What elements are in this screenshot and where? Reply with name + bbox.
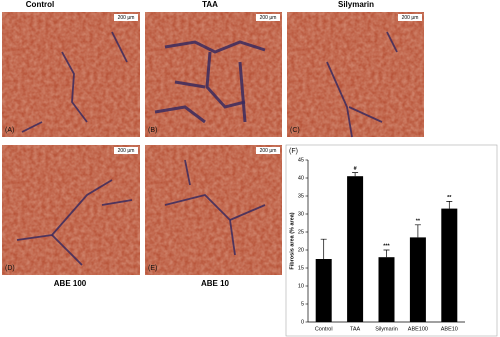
significance-label: ** bbox=[447, 195, 452, 201]
fibrosis-streak bbox=[16, 179, 113, 241]
panel-title: Silymarin bbox=[338, 0, 374, 9]
y-tick-label: 20 bbox=[298, 247, 304, 253]
scale-box bbox=[114, 147, 138, 154]
significance-label: ** bbox=[416, 218, 421, 224]
micrograph: 200 μm (E) bbox=[145, 145, 282, 275]
y-tick-label: 35 bbox=[298, 193, 304, 199]
fibrosis-streak bbox=[386, 31, 398, 53]
fibrosis-streak bbox=[174, 80, 206, 89]
error-bar bbox=[352, 172, 359, 177]
panel-label: (C) bbox=[290, 127, 300, 134]
fibrosis-streak bbox=[164, 194, 236, 256]
tissue-texture bbox=[2, 12, 140, 137]
panel-title: ABE 10 bbox=[201, 279, 230, 288]
x-tick-label: Control bbox=[315, 326, 333, 332]
panel-label: (A) bbox=[5, 127, 14, 134]
scale-box bbox=[398, 14, 422, 21]
scale-box bbox=[114, 14, 138, 21]
significance-label: # bbox=[354, 166, 357, 172]
fibrosis-streak bbox=[164, 40, 266, 54]
scale-box bbox=[256, 14, 280, 21]
error-bar bbox=[414, 224, 421, 238]
scale-bar-label: 200 μm bbox=[118, 15, 135, 21]
micrograph: 200 μm (C) bbox=[287, 12, 424, 138]
micrograph: 200 μm (A) bbox=[2, 12, 140, 137]
error-bar bbox=[446, 201, 453, 209]
y-tick-label: 15 bbox=[298, 265, 304, 271]
fibrosis-streak bbox=[111, 31, 128, 63]
tissue-texture bbox=[287, 12, 424, 137]
scale-box bbox=[256, 147, 280, 154]
fibrosis-streak bbox=[61, 51, 88, 123]
panel-title: TAA bbox=[202, 0, 218, 9]
tissue-texture bbox=[2, 145, 140, 275]
panel-title: ABE 100 bbox=[54, 279, 87, 288]
scale-bar-label: 200 μm bbox=[402, 15, 419, 21]
fibrosis-streak bbox=[101, 199, 133, 206]
tissue-texture bbox=[145, 12, 282, 137]
y-tick-label: 40 bbox=[298, 175, 304, 181]
fibrosis-streak bbox=[229, 204, 266, 221]
fibrosis-streak bbox=[21, 121, 43, 133]
error-bar bbox=[320, 238, 327, 259]
fibrosis-streak bbox=[238, 61, 247, 123]
micrograph: 200 μm (B) bbox=[145, 12, 282, 137]
fibrosis-streak bbox=[348, 106, 383, 123]
bar bbox=[315, 259, 332, 322]
fibrosis-streak bbox=[154, 105, 206, 124]
y-tick-label: 25 bbox=[298, 229, 304, 235]
panel-title: Control bbox=[26, 0, 54, 9]
panel-label: (D) bbox=[5, 265, 15, 272]
panel-label: (F) bbox=[289, 148, 298, 155]
x-tick-label: Silymarin bbox=[375, 326, 398, 332]
fibrosis-streak bbox=[51, 234, 83, 266]
panel-label: (B) bbox=[148, 127, 157, 134]
scale-bar-label: 200 μm bbox=[118, 148, 135, 154]
y-tick-label: 30 bbox=[298, 211, 304, 217]
tissue-texture bbox=[145, 145, 282, 275]
bar bbox=[347, 176, 364, 322]
significance-label: *** bbox=[383, 243, 390, 249]
fibrosis-streak bbox=[184, 159, 191, 186]
fibrosis-streak bbox=[205, 51, 246, 109]
bar bbox=[378, 257, 395, 322]
x-tick-label: ABE10 bbox=[441, 326, 458, 332]
y-tick-label: 5 bbox=[301, 301, 304, 307]
panel-label: (E) bbox=[148, 265, 157, 272]
bar bbox=[441, 208, 458, 322]
scale-bar-label: 200 μm bbox=[260, 148, 277, 154]
fibrosis-streak bbox=[326, 61, 353, 138]
y-axis-title: Fibrosis area (% area) bbox=[289, 212, 295, 269]
y-tick-label: 45 bbox=[298, 157, 304, 163]
micrograph: 200 μm (D) bbox=[2, 145, 140, 275]
error-bar bbox=[383, 249, 390, 258]
y-tick-label: 0 bbox=[301, 319, 304, 325]
x-tick-label: ABE100 bbox=[408, 326, 428, 332]
scale-bar-label: 200 μm bbox=[260, 15, 277, 21]
bar bbox=[409, 237, 426, 322]
y-tick-label: 10 bbox=[298, 283, 304, 289]
x-tick-label: TAA bbox=[350, 326, 361, 332]
